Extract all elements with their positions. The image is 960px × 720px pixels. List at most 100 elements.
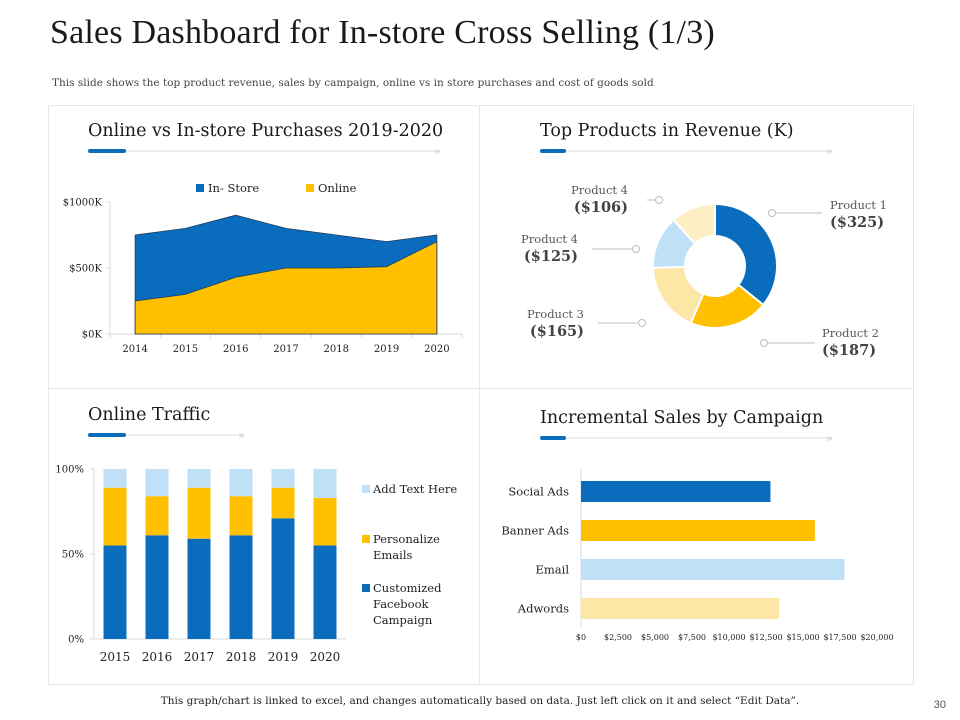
area-x-tick-label: 2019 [374, 344, 399, 355]
traffic-bar-segment-0 [145, 535, 169, 639]
area-x-tick-label: 2017 [273, 344, 298, 355]
traffic-x-tick-label: 2017 [184, 650, 215, 664]
traffic-bar-segment-0 [103, 545, 127, 639]
campaign-bar [581, 559, 845, 580]
area-series-1 [134, 240, 438, 335]
area-x-tick-label: 2014 [122, 344, 147, 355]
campaign-category-label: Email [535, 563, 569, 577]
donut-callout-dot [760, 339, 768, 347]
campaign-category-label: Banner Ads [501, 524, 569, 538]
campaign-x-tick-label: $12,500 [749, 633, 782, 642]
campaign-chart-title: Incremental Sales by Campaign [540, 408, 824, 428]
traffic-y-tick-label: 50% [62, 550, 84, 561]
area-legend-swatch [196, 184, 204, 192]
traffic-bar-segment-0 [187, 538, 211, 639]
traffic-bar-segment-1 [145, 496, 169, 536]
traffic-legend-label: Customized [373, 581, 442, 595]
donut-callout-dot [655, 196, 663, 204]
donut-slice-name: Product 4 [521, 232, 578, 246]
donut-slice-name: Product 1 [830, 198, 887, 212]
donut-slice-value: ($325) [830, 214, 884, 231]
traffic-bar-segment-1 [313, 497, 337, 546]
traffic-bar-segment-0 [229, 535, 253, 639]
donut-chart-title: Top Products in Revenue (K) [540, 121, 794, 141]
vertical-divider [479, 105, 480, 683]
area-y-tick-label: $500K [69, 264, 102, 275]
donut-slice-value: ($125) [524, 248, 578, 265]
horizontal-divider [48, 388, 912, 389]
area-x-tick-label: 2018 [324, 344, 349, 355]
area-chart-title: Online vs In-store Purchases 2019-2020 [88, 121, 444, 141]
campaign-x-tick-label: $0 [576, 633, 586, 642]
area-x-tick-label: 2020 [424, 344, 449, 355]
area-y-tick-label: $0K [82, 330, 103, 341]
traffic-bar-segment-2 [229, 469, 253, 497]
donut-slice-value: ($187) [822, 342, 876, 359]
traffic-bar-segment-1 [103, 487, 127, 546]
donut-callout-dot [768, 209, 776, 217]
traffic-legend-label: Facebook [373, 597, 430, 611]
donut-slice-name: Product 2 [822, 326, 879, 340]
area-legend-swatch [306, 184, 314, 192]
donut-slice-5 [672, 202, 716, 246]
campaign-category-label: Adwords [517, 602, 569, 616]
campaign-x-tick-label: $7,500 [678, 633, 706, 642]
traffic-legend-label: Add Text Here [372, 482, 457, 496]
traffic-legend-swatch [362, 535, 370, 543]
traffic-bar-segment-2 [271, 469, 295, 488]
traffic-legend-swatch [362, 584, 370, 592]
donut-callout-dot [638, 319, 646, 327]
traffic-x-tick-label: 2016 [142, 650, 173, 664]
campaign-x-tick-label: $20,000 [860, 633, 893, 642]
campaign-x-tick-label: $5,000 [641, 633, 669, 642]
page-number: 30 [933, 699, 946, 711]
traffic-bar-segment-0 [271, 518, 295, 639]
dashboard-frame [48, 105, 914, 685]
footer-note: This graph/chart is linked to excel, and… [160, 695, 800, 707]
area-legend-label: In- Store [208, 181, 259, 195]
campaign-x-tick-label: $10,000 [712, 633, 745, 642]
area-y-tick-label: $1000K [63, 198, 103, 209]
traffic-legend-label: Personalize [373, 532, 440, 546]
area-legend-label: Online [318, 181, 357, 195]
traffic-legend-label: Emails [373, 548, 413, 562]
campaign-x-tick-label: $17,500 [823, 633, 856, 642]
traffic-bar-segment-2 [313, 469, 337, 498]
campaign-category-label: Social Ads [508, 485, 569, 499]
campaign-x-tick-label: $15,000 [786, 633, 819, 642]
traffic-x-tick-label: 2015 [100, 650, 131, 664]
donut-callout-dot [632, 245, 640, 253]
traffic-bar-segment-1 [229, 496, 253, 536]
page-title: Sales Dashboard for In-store Cross Selli… [50, 14, 715, 51]
page-subtitle: This slide shows the top product revenue… [52, 77, 654, 89]
traffic-y-tick-label: 0% [68, 635, 84, 646]
traffic-bar-segment-0 [313, 545, 337, 639]
traffic-bar-segment-2 [187, 469, 211, 488]
traffic-bar-segment-2 [145, 469, 169, 497]
area-x-tick-label: 2015 [173, 344, 198, 355]
donut-slice-value: ($106) [574, 199, 628, 216]
traffic-x-tick-label: 2020 [310, 650, 341, 664]
traffic-bar-segment-2 [103, 469, 127, 488]
traffic-bar-segment-1 [271, 487, 295, 519]
traffic-legend-swatch [362, 485, 370, 493]
traffic-x-tick-label: 2019 [268, 650, 299, 664]
area-x-tick-label: 2016 [223, 344, 248, 355]
traffic-chart-title: Online Traffic [88, 405, 211, 425]
donut-slice-value: ($165) [530, 323, 584, 340]
donut-slice-name: Product 3 [527, 307, 584, 321]
donut-slice-1 [714, 202, 778, 307]
campaign-x-tick-label: $2,500 [604, 633, 632, 642]
campaign-bar [581, 598, 780, 619]
traffic-legend-label: Campaign [373, 613, 433, 627]
donut-slice-name: Product 4 [571, 183, 628, 197]
traffic-y-tick-label: 100% [55, 465, 84, 476]
traffic-bar-segment-1 [187, 487, 211, 539]
campaign-bar [581, 481, 771, 502]
campaign-bar [581, 520, 815, 541]
traffic-x-tick-label: 2018 [226, 650, 257, 664]
